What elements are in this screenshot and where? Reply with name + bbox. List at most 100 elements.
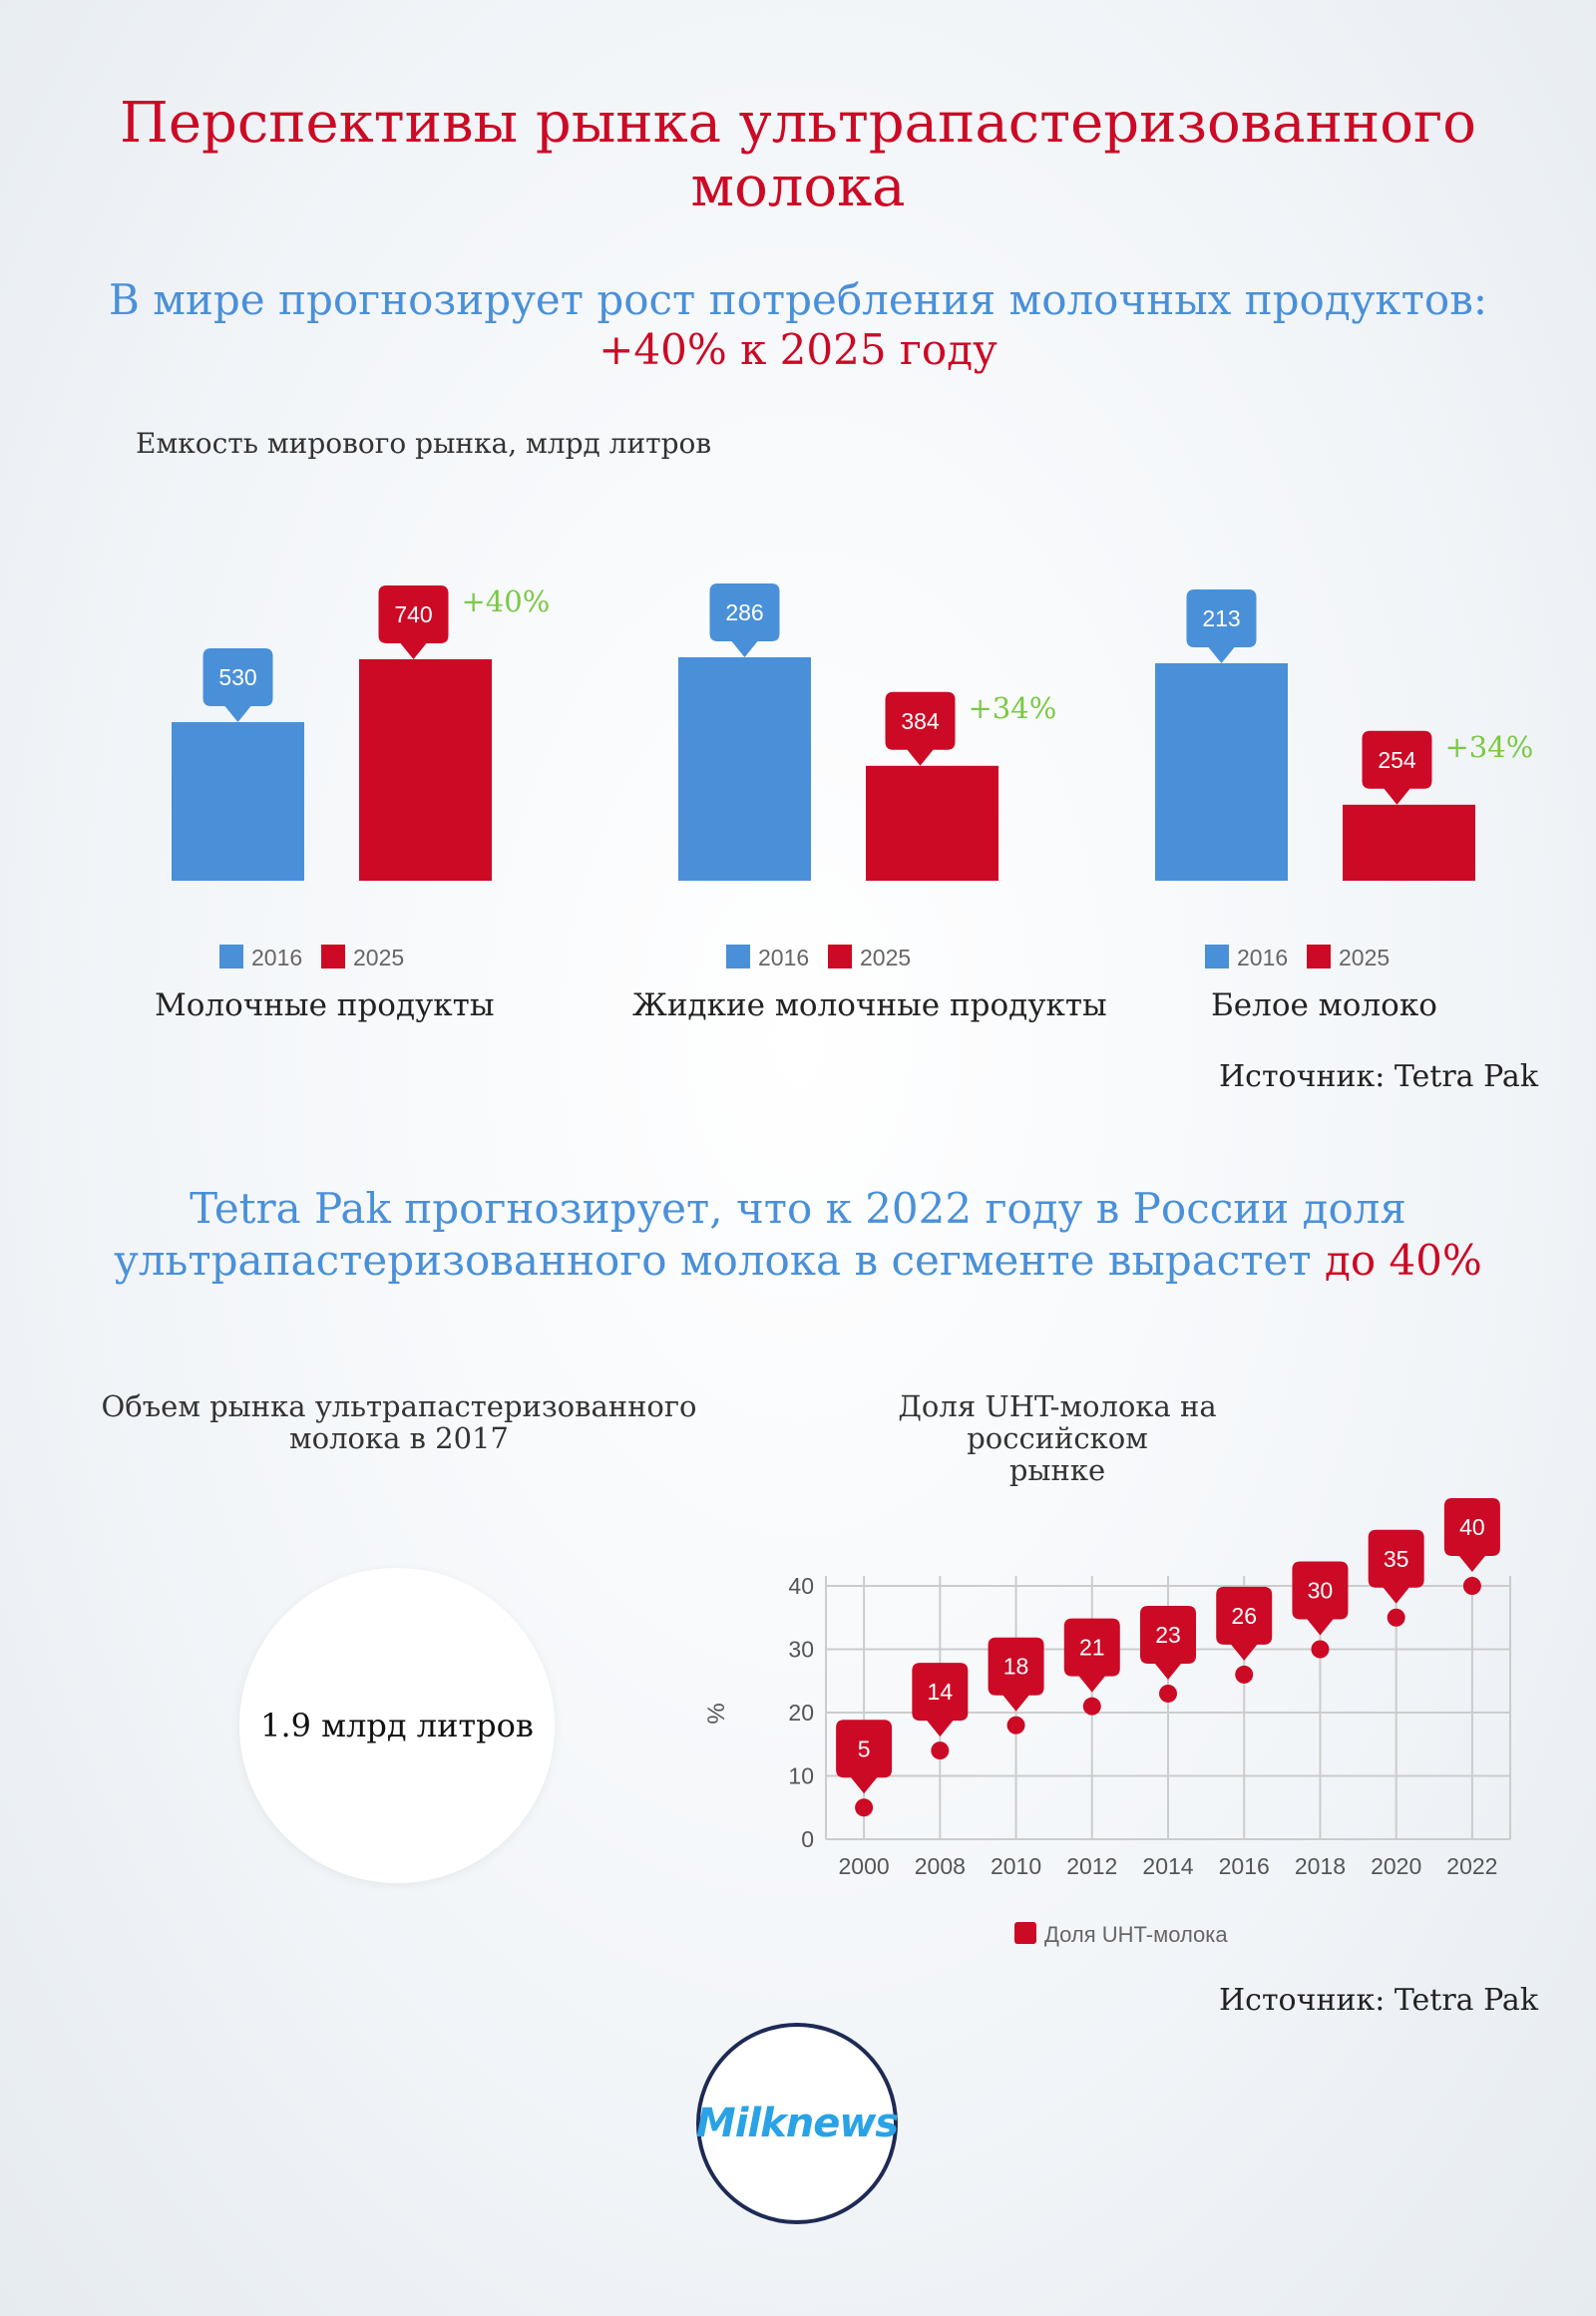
bar-white-milk-2025-callout: [1362, 730, 1432, 805]
legend-label-dairy-2016: 2016: [251, 945, 302, 970]
legend-swatch-white-milk-2025: [1307, 945, 1331, 968]
bar-liquid-dairy-2016: [678, 657, 811, 881]
legend-label-liquid-dairy-2025: 2025: [860, 945, 911, 970]
bar-white-milk-2016-callout: [1186, 589, 1257, 663]
milknews-logo: Milknews: [695, 2023, 899, 2224]
uht-point-2020-callout: [1368, 1529, 1424, 1604]
page-title: Перспективы рынка ультрапастеризованного…: [0, 92, 1596, 219]
bar-dairy-2025-callout: [378, 585, 449, 659]
legend-label-white-milk-2025: 2025: [1339, 945, 1390, 970]
y-tick-label-10: 10: [788, 1763, 814, 1789]
y-tick-label-20: 20: [788, 1700, 814, 1726]
bar-dairy-2025-value-label: 740: [394, 601, 432, 627]
legend-swatch-dairy-2025: [321, 945, 345, 968]
uht-point-2014: [1159, 1684, 1177, 1703]
bar-liquid-dairy-2025-value-label: 384: [901, 708, 940, 734]
bar-liquid-dairy-2025-callout: [885, 691, 956, 766]
page-title-line1: Перспективы рынка ультрапастеризованного: [120, 91, 1476, 156]
x-tick-label-2020: 2020: [1371, 1853, 1421, 1879]
world-growth-subtitle-line1: В мире прогнозирует рост потребления мол…: [108, 275, 1487, 324]
bar-dairy-2025: [359, 659, 492, 881]
market-bar-charts: 530 740 +40% 2016 2025 286 384 +34% 2016 2025 213 2…: [172, 583, 1534, 970]
uht-point-2000: [855, 1798, 874, 1817]
uht-point-2022-callout: [1443, 1498, 1500, 1572]
group-title-white-milk: Белое молоко: [1211, 987, 1437, 1023]
uht-share-caption-line1: Доля UHT-молока на российском: [898, 1389, 1217, 1455]
market-capacity-caption: Емкость мирового рынка, млрд литров: [136, 427, 712, 460]
x-tick-label-2010: 2010: [991, 1853, 1041, 1879]
legend-swatch-white-milk-2016: [1205, 945, 1229, 968]
growth-label-dairy: +40%: [462, 584, 551, 618]
uht-point-2008-value-label: 14: [928, 1679, 954, 1705]
bar-white-milk-2016: [1155, 663, 1288, 881]
y-tick-label-30: 30: [788, 1637, 814, 1663]
uht-point-2018-value-label: 30: [1308, 1578, 1334, 1604]
uht-point-2014-value-label: 23: [1155, 1622, 1181, 1648]
uht-point-2016-callout: [1216, 1586, 1273, 1661]
russia-forecast-line2-text: ультрапастеризованного молока в сегменте…: [114, 1236, 1325, 1285]
bar-liquid-dairy-2025: [866, 765, 998, 881]
uht-point-2010-value-label: 18: [1003, 1654, 1029, 1680]
legend-label-dairy-2025: 2025: [353, 945, 404, 970]
uht-point-2014-callout: [1140, 1605, 1196, 1680]
legend-swatch-liquid-dairy-2025: [828, 945, 852, 968]
y-tick-label-40: 40: [788, 1573, 814, 1599]
uht-point-2020-value-label: 35: [1384, 1546, 1409, 1572]
uht-point-2022-value-label: 40: [1459, 1514, 1485, 1540]
uht-share-caption-line2: рынке: [1008, 1453, 1106, 1487]
bar-white-milk-2025-value-label: 254: [1378, 747, 1416, 773]
uht-point-2022: [1462, 1577, 1481, 1595]
uht-point-2018-callout: [1292, 1561, 1349, 1636]
uht-point-2016: [1235, 1665, 1254, 1684]
uht-legend-swatch: [1014, 1922, 1036, 1944]
russia-forecast-subtitle: Tetra Pak прогнозирует, что к 2022 году …: [0, 1183, 1596, 1287]
uht-point-2010-callout: [988, 1637, 1044, 1712]
x-tick-label-2016: 2016: [1219, 1853, 1270, 1879]
x-tick-label-2018: 2018: [1295, 1853, 1346, 1879]
bar-dairy-2016-value-label: 530: [218, 664, 256, 690]
russia-forecast-line1: Tetra Pak прогнозирует, что к 2022 году …: [190, 1184, 1406, 1233]
uht-point-2008-callout: [912, 1663, 969, 1737]
volume-caption-line2: молока в 2017: [289, 1421, 509, 1455]
uht-legend-label: Доля UHT-молока: [1044, 1922, 1228, 1947]
uht-point-2018: [1311, 1640, 1330, 1659]
uht-point-2000-callout: [836, 1720, 893, 1794]
uht-point-2010: [1006, 1716, 1025, 1735]
legend-label-liquid-dairy-2016: 2016: [758, 945, 809, 970]
x-tick-label-2000: 2000: [839, 1853, 890, 1879]
x-tick-label-2008: 2008: [915, 1853, 966, 1879]
x-tick-label-2014: 2014: [1142, 1853, 1193, 1879]
uht-share-caption: Доля UHT-молока на российском рынке: [838, 1390, 1277, 1486]
world-growth-subtitle: В мире прогнозирует рост потребления мол…: [0, 275, 1596, 375]
milknews-logo-text: Milknews: [695, 2101, 899, 2146]
world-growth-subtitle-line2: +40% к 2025 году: [598, 325, 998, 374]
bar-liquid-dairy-2016-callout: [709, 583, 780, 657]
y-axis-label: %: [703, 1703, 730, 1724]
x-tick-label-2012: 2012: [1066, 1853, 1117, 1879]
source-note-2: Источник: Tetra Pak: [1219, 1983, 1538, 2018]
uht-point-2008: [931, 1741, 950, 1760]
uht-point-2016-value-label: 26: [1231, 1603, 1257, 1629]
uht-point-2020: [1387, 1608, 1405, 1627]
uht-point-2012-callout: [1063, 1618, 1120, 1693]
volume-circle: 1.9 млрд литров: [239, 1568, 555, 1883]
legend-label-white-milk-2016: 2016: [1237, 945, 1288, 970]
bar-liquid-dairy-2016-value-label: 286: [725, 599, 763, 625]
uht-point-2000-value-label: 5: [858, 1736, 871, 1761]
uht-point-2012-value-label: 21: [1079, 1635, 1105, 1661]
volume-caption: Объем рынка ультрапастеризованного молок…: [100, 1390, 698, 1454]
y-tick-label-0: 0: [801, 1826, 814, 1852]
bar-dairy-2016-callout: [202, 648, 273, 722]
bar-white-milk-2025: [1343, 804, 1475, 881]
page-title-line2: молока: [690, 155, 906, 219]
growth-label-white-milk: +34%: [1445, 730, 1534, 764]
russia-forecast-line2: ультрапастеризованного молока в сегменте…: [0, 1235, 1596, 1287]
legend-swatch-dairy-2016: [219, 945, 243, 968]
russia-forecast-highlight: до 40%: [1324, 1236, 1482, 1285]
bar-white-milk-2016-value-label: 213: [1202, 605, 1240, 631]
uht-point-2012: [1082, 1697, 1101, 1716]
bar-dairy-2016: [172, 722, 304, 881]
group-title-liquid-dairy: Жидкие молочные продукты: [632, 987, 1107, 1023]
group-title-dairy: Молочные продукты: [155, 987, 495, 1023]
source-note-1: Источник: Tetra Pak: [1219, 1059, 1538, 1094]
